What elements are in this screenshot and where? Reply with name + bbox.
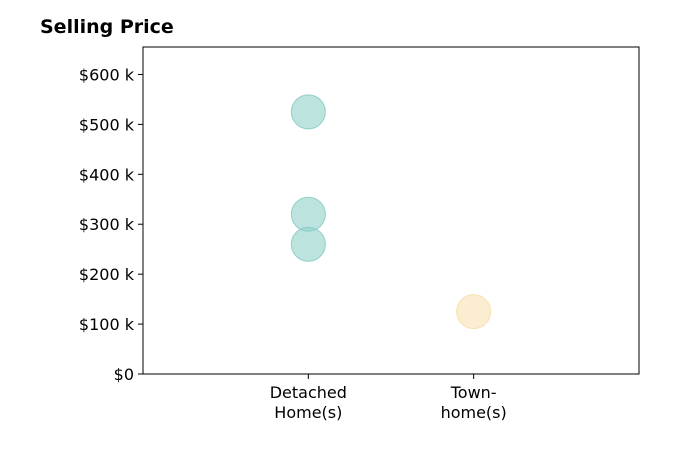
x-tick-label: Town- <box>450 383 497 402</box>
y-axis: $0 $100 k $200 k $300 k $400 k $500 k $600 k <box>79 65 143 384</box>
y-tick-label: $400 k <box>79 165 135 184</box>
data-point <box>290 196 326 232</box>
plot-frame <box>142 46 640 375</box>
y-tick-label: $100 k <box>79 315 135 334</box>
y-tick-label: $600 k <box>79 65 135 84</box>
data-point <box>456 294 492 330</box>
y-tick-label: $200 k <box>79 265 135 284</box>
chart-title: Selling Price <box>40 16 174 38</box>
y-tick-label: $500 k <box>79 115 135 134</box>
y-tick-label: $300 k <box>79 215 135 234</box>
data-points <box>290 94 492 330</box>
x-tick-label: Detached <box>270 383 347 402</box>
x-tick-label: Home(s) <box>274 403 342 422</box>
data-point <box>290 94 326 130</box>
y-tick-label: $0 <box>114 365 134 384</box>
x-tick-label: home(s) <box>441 403 507 422</box>
data-point <box>290 226 326 262</box>
